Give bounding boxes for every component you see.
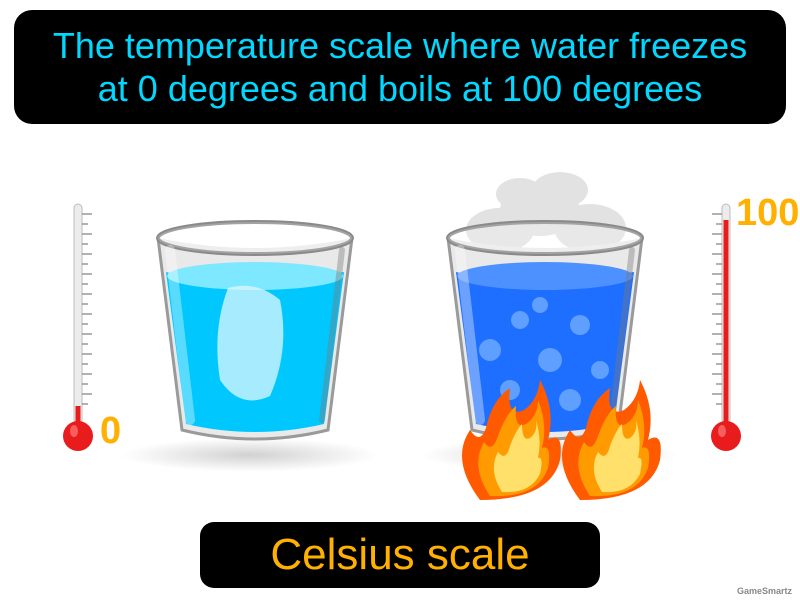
cold-cup: [140, 210, 370, 450]
thermometer-hot: [708, 200, 744, 460]
temp-label-hot: 100: [736, 192, 799, 235]
term-box: Celsius scale: [200, 522, 600, 588]
illustration-scene: 0 100: [0, 180, 800, 520]
temp-label-cold: 0: [100, 410, 121, 453]
watermark: GameSmartz: [737, 586, 792, 596]
term-text: Celsius scale: [220, 530, 580, 580]
definition-box: The temperature scale where water freeze…: [14, 10, 786, 124]
definition-text: The temperature scale where water freeze…: [34, 24, 766, 110]
thermometer-cold: [60, 200, 96, 460]
flames: [430, 370, 670, 510]
